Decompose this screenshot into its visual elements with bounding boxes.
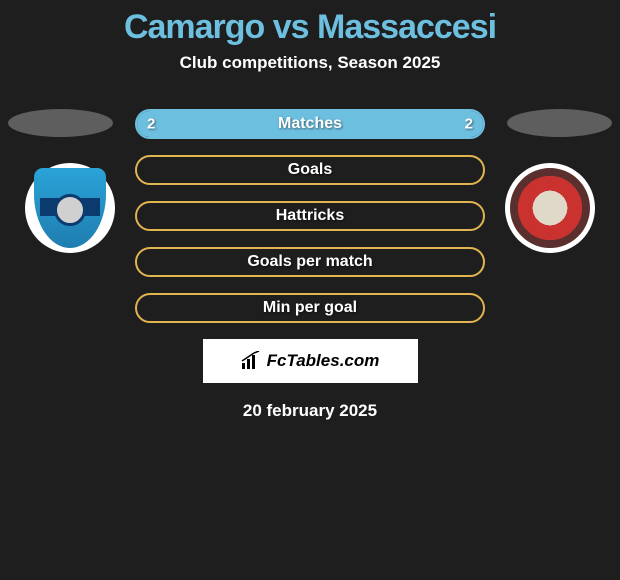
stat-label: Goals per match: [247, 253, 372, 271]
shield-icon: [34, 168, 106, 248]
brand-text: FcTables.com: [267, 351, 380, 371]
brand-banner: FcTables.com: [203, 339, 418, 383]
team-logo-right: [505, 163, 595, 253]
stat-label: Matches: [278, 115, 342, 133]
date-text: 20 february 2025: [0, 401, 620, 421]
stat-label: Goals: [288, 161, 332, 179]
stat-value-right: 2: [465, 116, 473, 133]
stat-label: Hattricks: [276, 207, 344, 225]
page-subtitle: Club competitions, Season 2025: [0, 53, 620, 73]
stat-value-left: 2: [147, 116, 155, 133]
stats-area: 2 2 Matches Goals Hattricks Goals per match Mi…: [0, 109, 620, 421]
stat-row-matches: 2 2 Matches: [135, 109, 485, 139]
shadow-oval-right: [507, 109, 612, 137]
page-title: Camargo vs Massaccesi: [0, 8, 620, 47]
shadow-oval-left: [8, 109, 113, 137]
stat-rows: 2 2 Matches Goals Hattricks Goals per match Mi…: [135, 109, 485, 323]
comparison-card: Camargo vs Massaccesi Club competitions,…: [0, 0, 620, 421]
stat-row-hattricks: Hattricks: [135, 201, 485, 231]
stat-row-min_per_goal: Min per goal: [135, 293, 485, 323]
club-crest-icon: [510, 168, 590, 248]
stat-label: Min per goal: [263, 299, 357, 317]
stat-row-goals: Goals: [135, 155, 485, 185]
team-logo-left: [25, 163, 115, 253]
stat-row-goals_per_match: Goals per match: [135, 247, 485, 277]
chart-icon: [241, 351, 261, 371]
